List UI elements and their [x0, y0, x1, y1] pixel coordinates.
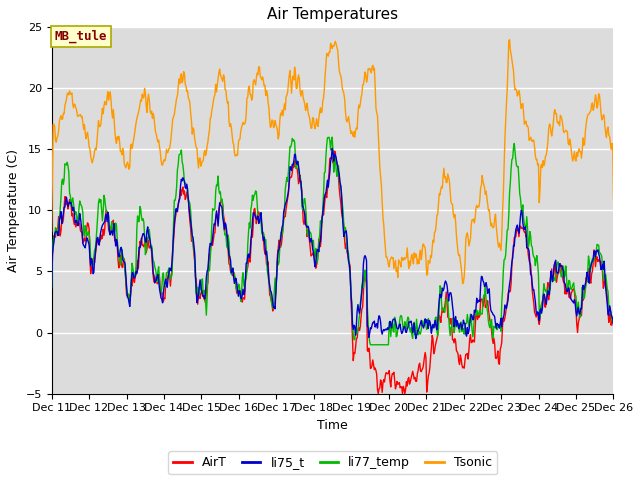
X-axis label: Time: Time	[317, 419, 348, 432]
Y-axis label: Air Temperature (C): Air Temperature (C)	[7, 149, 20, 272]
Title: Air Temperatures: Air Temperatures	[267, 7, 398, 22]
Legend: AirT, li75_t, li77_temp, Tsonic: AirT, li75_t, li77_temp, Tsonic	[168, 451, 497, 474]
Text: MB_tule: MB_tule	[54, 30, 107, 43]
